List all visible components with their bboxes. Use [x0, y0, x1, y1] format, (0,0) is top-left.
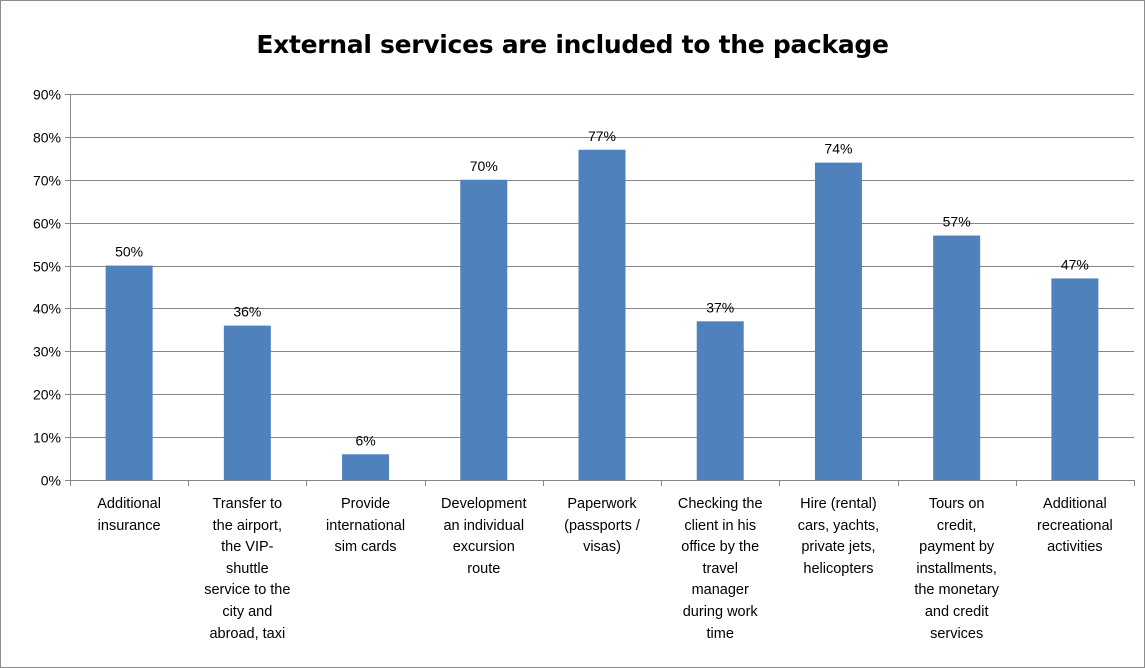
x-category-label: Hire (rental) cars, yachts, private jets…	[797, 496, 880, 577]
data-label: 70%	[470, 158, 498, 174]
y-tick-label: 60%	[33, 216, 61, 232]
y-tick-label: 0%	[41, 473, 61, 489]
bar	[105, 265, 153, 480]
bar	[342, 454, 390, 480]
data-label: 50%	[115, 244, 143, 260]
x-category-label: Tours on credit, payment by installments…	[914, 496, 999, 642]
data-label: 57%	[943, 214, 971, 230]
data-label: 77%	[588, 128, 616, 144]
y-tick-label: 10%	[33, 430, 61, 446]
data-label: 47%	[1061, 256, 1089, 272]
bar	[696, 321, 744, 480]
data-label: 36%	[233, 304, 261, 320]
x-category-label: Additional recreational activities	[1036, 496, 1113, 556]
bar	[933, 235, 981, 480]
x-category-label: Provide international sim cards	[326, 496, 406, 556]
bar	[460, 179, 508, 480]
y-tick-label: 20%	[33, 387, 61, 403]
y-tick-label: 40%	[33, 301, 61, 317]
bar	[814, 162, 862, 480]
x-category-label: Transfer to the airport, the VIP- shuttl…	[204, 496, 291, 642]
y-tick-label: 90%	[33, 87, 61, 103]
x-category-label: Checking the client in his office by the…	[677, 496, 763, 642]
x-category-label: Paperwork (passports / visas)	[564, 496, 640, 556]
data-label: 37%	[706, 299, 734, 315]
bar	[578, 149, 626, 480]
chart-title: External services are included to the pa…	[256, 30, 889, 59]
bar	[223, 325, 271, 480]
x-category-label: Development an individual excursion rout…	[441, 496, 527, 577]
bar	[1051, 278, 1099, 480]
y-tick-label: 30%	[33, 344, 61, 360]
x-category-label: Additional insurance	[97, 496, 161, 534]
data-label: 74%	[824, 141, 852, 157]
y-tick-label: 50%	[33, 259, 61, 275]
data-label: 6%	[355, 432, 375, 448]
y-tick-label: 70%	[33, 173, 61, 189]
y-tick-label: 80%	[33, 130, 61, 146]
